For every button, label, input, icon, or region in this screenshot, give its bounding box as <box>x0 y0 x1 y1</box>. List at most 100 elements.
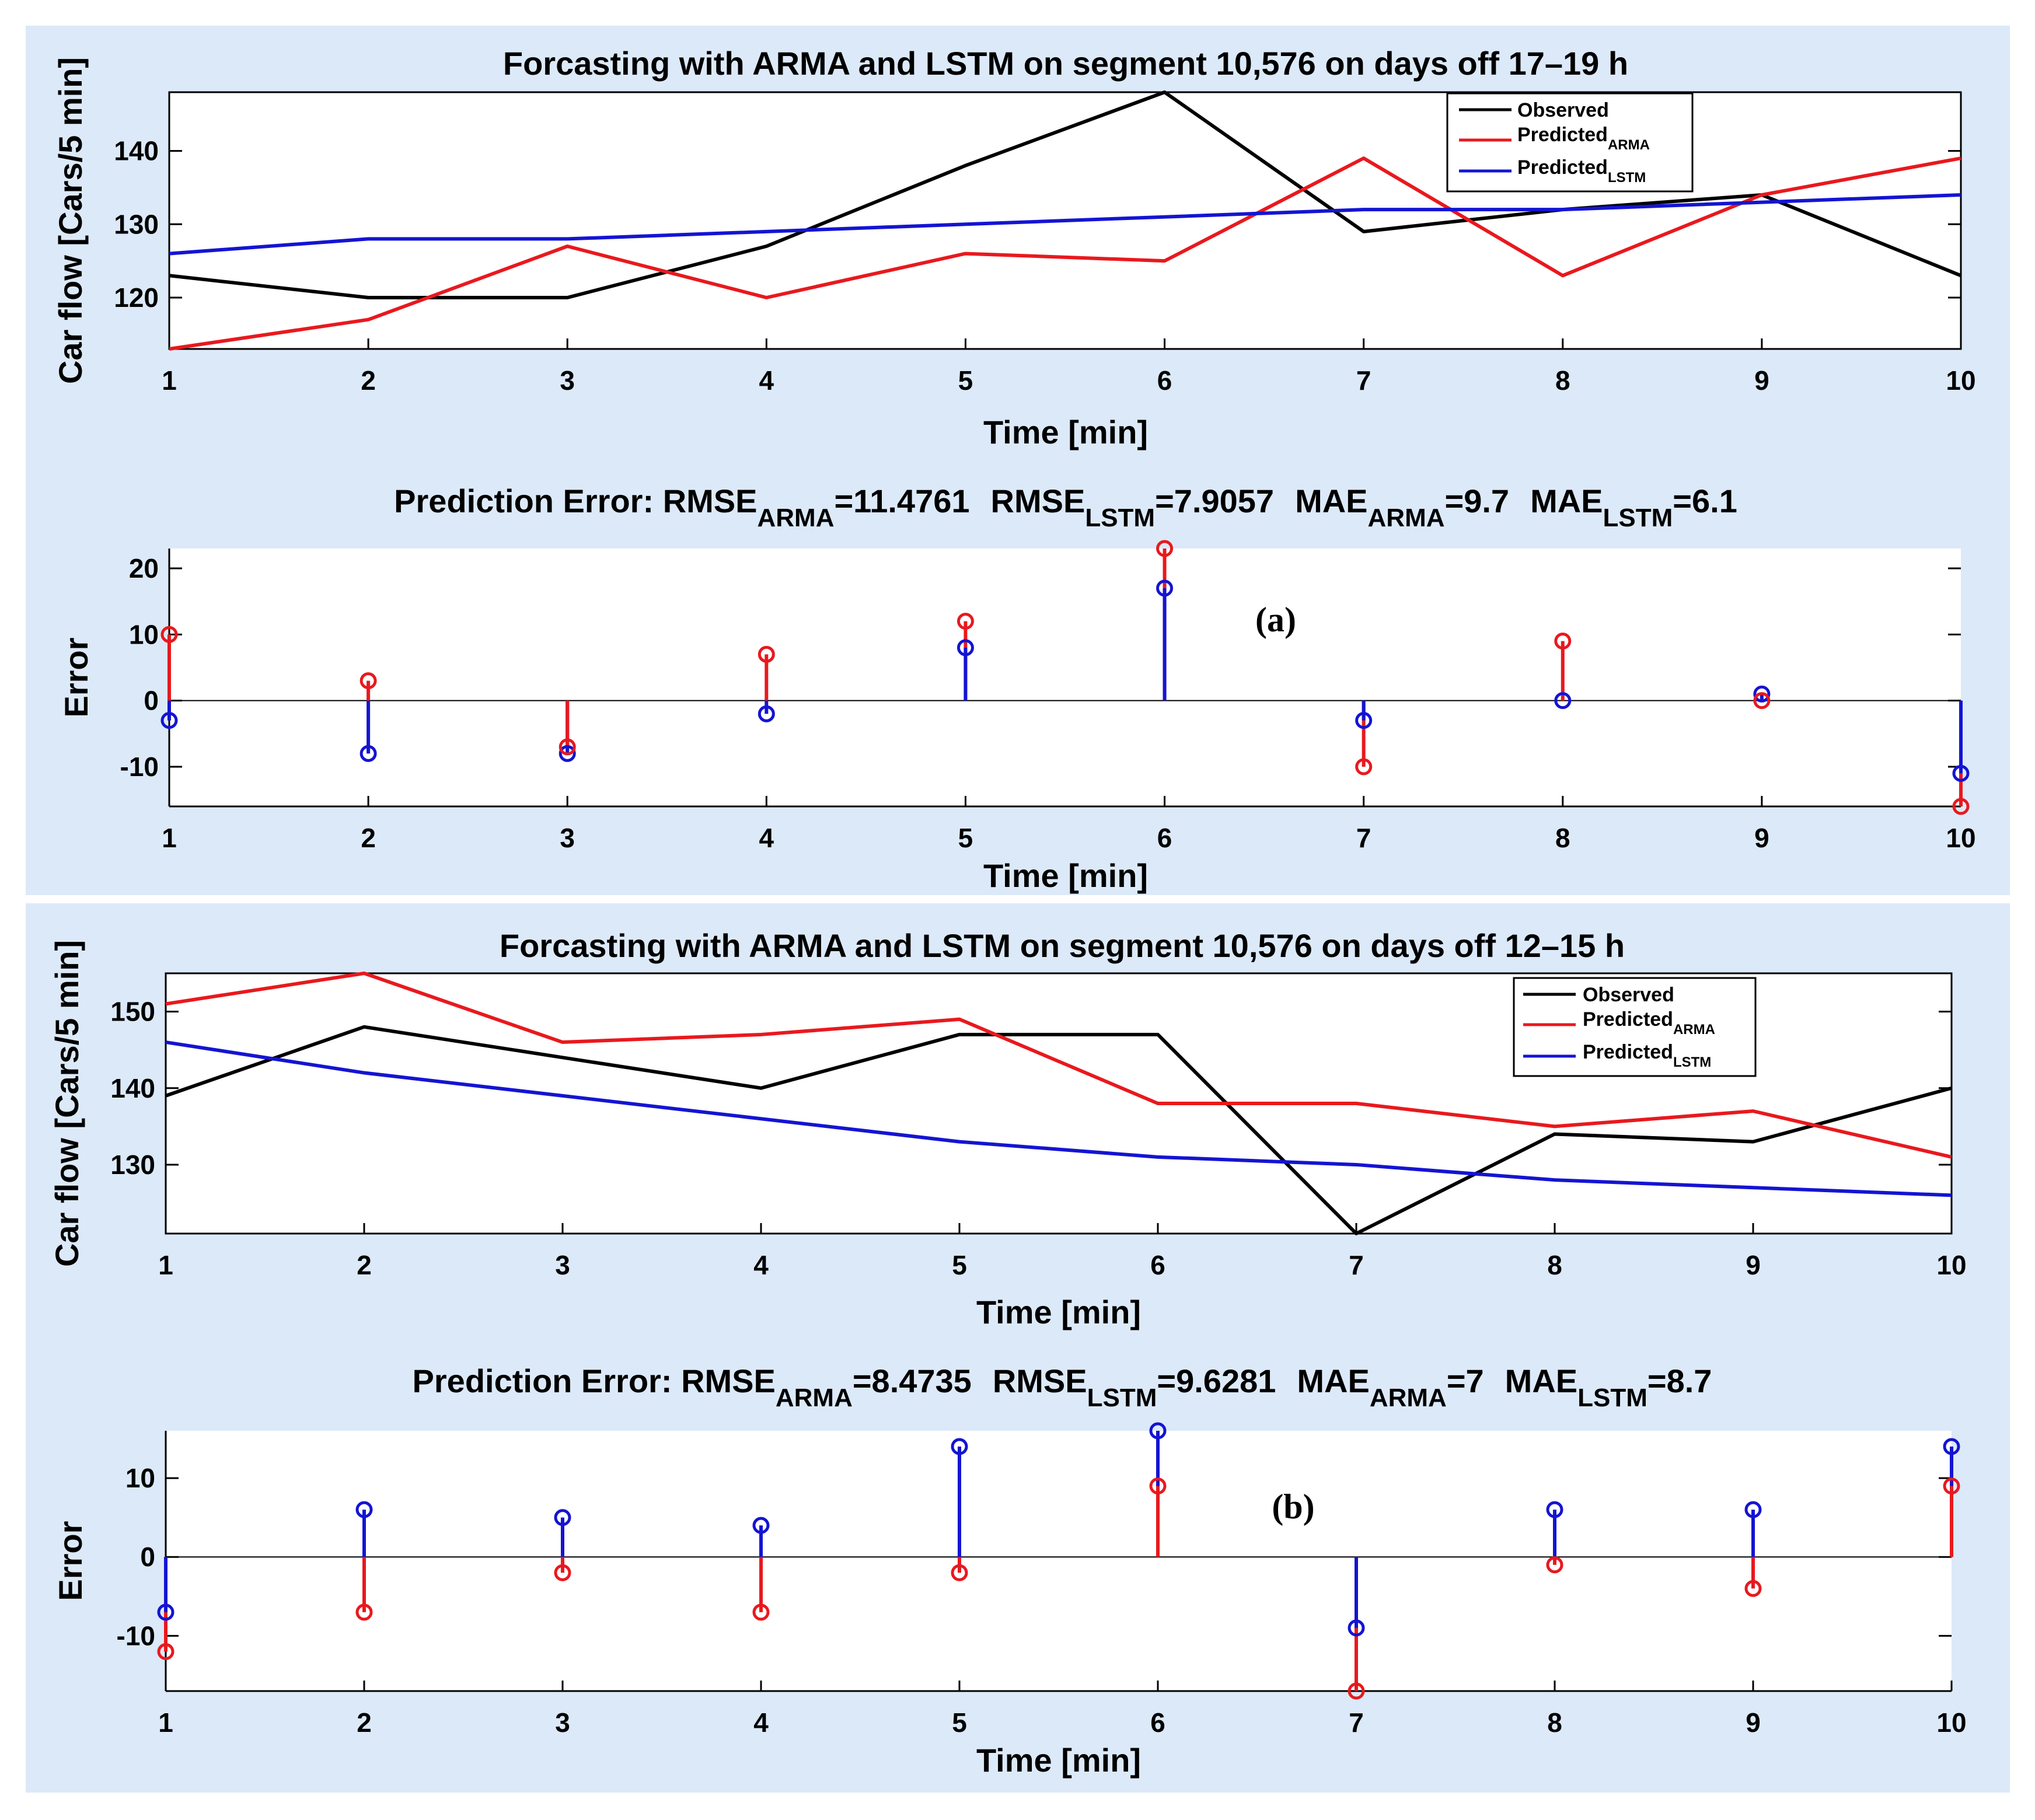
panel-b-line-ytick-label: 130 <box>110 1150 155 1180</box>
panel-b-error-marker-lstm-error <box>355 1501 373 1518</box>
panel-a-error-marker-lstm-error <box>758 705 775 722</box>
panel-a-error-marker-lstm-error <box>1753 685 1771 703</box>
panel-b-line-ytick-label: 140 <box>110 1073 155 1103</box>
panel-a-error-mae-lstm: MAE <box>1530 483 1603 519</box>
panel-b-error-ytick-label: 0 <box>140 1542 155 1572</box>
panel-a-error-mae-arma-sub: ARMA <box>1368 504 1445 532</box>
panel-a-error-marker-lstm-error <box>1355 712 1373 729</box>
panel-a-error-rmse-arma-val: =11.4761 <box>834 483 969 519</box>
panel-b-error-marker-lstm-error <box>1943 1438 1960 1455</box>
panel-a-line-series-predicted-lstm <box>169 193 1961 256</box>
panel-a-legend-arma: PredictedARMA <box>1517 124 1650 153</box>
panel-a-error-mae-arma-val: =9.7 <box>1445 483 1510 519</box>
panel-b-error-xtick-label: 7 <box>1349 1707 1364 1738</box>
panel-a-line-xtick-label: 1 <box>162 365 177 396</box>
panel-b-error-title: Prediction Error: RMSEARMA=8.4735 RMSELST… <box>413 1363 1712 1412</box>
panel-a-line-title: Forcasting with ARMA and LSTM on segment… <box>503 45 1628 82</box>
panel-b-error-marker-lstm-error <box>752 1517 770 1534</box>
panel-a-error-marker-arma-error <box>1554 633 1572 650</box>
panel-b-line-ylabel: Car flow [Cars/5 min] <box>48 940 85 1267</box>
panel-b-error-mae-lstm-val: =8.7 <box>1647 1363 1712 1399</box>
panel-a-line-xtick-label: 2 <box>361 365 376 396</box>
panel-a-error-marker-lstm-error <box>957 639 974 656</box>
panel-a-error-xtick-label: 6 <box>1157 823 1172 853</box>
panel-a-error-ytick-label: 20 <box>129 553 159 584</box>
panel-a-line-ytick-label: 130 <box>114 209 159 239</box>
panel-a-error-title: Prediction Error: RMSEARMA=11.4761 RMSELS… <box>394 483 1737 532</box>
panel-a-error-plot-area <box>169 549 1961 806</box>
panel-b-line-xtick-label: 7 <box>1349 1250 1364 1280</box>
panel-a-legend: Observed PredictedARMA PredictedLSTM <box>1446 92 1694 193</box>
panel-b-line-series <box>165 972 1952 1235</box>
panel-a-error-marker-arma-error <box>1952 798 1970 815</box>
panel-a-legend-arma-label: Predicted <box>1517 124 1608 146</box>
panel-a-line-xtick-label: 6 <box>1157 365 1172 396</box>
panel-b-error-marker-lstm-error <box>1149 1422 1167 1440</box>
panel-b-error-rmse-lstm: RMSE <box>993 1363 1087 1399</box>
panel-b-line-series-predicted-arma <box>165 972 1952 1159</box>
panel-a-error-ytick-label: -10 <box>120 752 159 782</box>
panel-a-error-stems <box>160 540 1970 815</box>
panel-b-error-xtick-label: 5 <box>952 1707 967 1738</box>
panel-b-error-marker-lstm-error <box>157 1604 174 1621</box>
panel-a-line-xtick-label: 4 <box>759 365 774 396</box>
panel-a-error-title-prefix: Prediction Error: <box>394 483 663 519</box>
panel-b-line-chart: Forcasting with ARMA and LSTM on segment… <box>48 927 1967 1330</box>
panel-b-error-marker-arma-error <box>951 1564 968 1581</box>
panel-a-error-marker-arma-error <box>957 613 974 630</box>
panel-b-error-marker-arma-error <box>554 1564 571 1581</box>
panel-a-line-ylabel: Car flow [Cars/5 min] <box>52 57 89 384</box>
panel-b-line-xtick-label: 10 <box>1936 1250 1966 1280</box>
panel-a-error-rmse-arma-sub: ARMA <box>757 504 834 532</box>
panel-b-line-yticks: 130 140 150 <box>110 997 1952 1180</box>
panel-b-error-ylabel: Error <box>52 1521 89 1601</box>
panel-b-error-rmse-lstm-val: =9.6281 <box>1157 1363 1276 1399</box>
panel-a-legend-lstm-sub: LSTM <box>1608 170 1646 186</box>
panel-b-error-xticks: 1 2 3 4 5 6 7 8 9 10 <box>158 1681 1967 1738</box>
panel-b-legend-lstm: PredictedLSTM <box>1583 1041 1711 1070</box>
panel-a-error-xtick-label: 1 <box>162 823 177 853</box>
panel-a-error-marker-arma-error <box>1753 692 1771 710</box>
panel-a-line-chart: Forcasting with ARMA and LSTM on segment… <box>52 45 1976 450</box>
panel-b-error-mae-lstm-sub: LSTM <box>1577 1384 1647 1412</box>
panel-b-error-ytick-label: 10 <box>125 1463 155 1493</box>
panel-b-line-xtick-label: 5 <box>952 1250 967 1280</box>
panel-a-line-series-predicted-arma <box>169 156 1961 351</box>
panel-b-legend-arma-sub: ARMA <box>1673 1022 1715 1037</box>
panel-a-error-rmse-lstm-sub: LSTM <box>1085 504 1155 532</box>
panel-a-line-xlabel: Time [min] <box>983 414 1148 450</box>
panel-b-error-marker-arma-error <box>1744 1580 1762 1597</box>
panel-a-error-xtick-label: 7 <box>1356 823 1371 853</box>
panel-a-line-xtick-label: 5 <box>958 365 973 396</box>
panel-a-error-xtick-label: 3 <box>560 823 575 853</box>
panel-a-error-ylabel: Error <box>58 638 95 718</box>
panel-a-legend-lstm: PredictedLSTM <box>1517 156 1646 186</box>
panel-b-error-chart: Prediction Error: RMSEARMA=8.4735 RMSELST… <box>52 1363 1967 1779</box>
panel-a-line-xtick-label: 7 <box>1356 365 1371 396</box>
panel-b-line-xtick-label: 4 <box>753 1250 769 1280</box>
panel-b-error-marker-lstm-error <box>1348 1619 1365 1637</box>
panel-b-line-xticks: 1 2 3 4 5 6 7 8 9 10 <box>158 1223 1967 1280</box>
panel-a-error-rmse-arma: RMSE <box>663 483 758 519</box>
panel-b-legend-lstm-sub: LSTM <box>1673 1054 1711 1070</box>
panel-b-line-series-observed <box>165 1025 1952 1235</box>
panel-a-error-xlabel: Time [min] <box>983 857 1148 894</box>
panel-b-error-yticks: -10 0 10 <box>117 1463 1952 1651</box>
panel-a-label: (a) <box>1255 600 1296 639</box>
panel-a-line-xtick-label: 10 <box>1946 365 1975 396</box>
panel-b-error-ytick-label: -10 <box>117 1620 155 1651</box>
panel-b-error-rmse-lstm-sub: LSTM <box>1087 1384 1157 1412</box>
panel-a-error-xtick-label: 9 <box>1754 823 1769 853</box>
panel-a-error-marker-lstm-error <box>1952 764 1970 782</box>
panel-a-line-xticks: 1 2 3 4 5 6 7 8 9 10 <box>162 338 1976 396</box>
panel-a-error-xticks: 1 2 3 4 5 6 7 8 9 10 <box>162 796 1976 853</box>
panel-a-error-marker-arma-error <box>1156 540 1174 557</box>
panel-b-line-title: Forcasting with ARMA and LSTM on segment… <box>500 927 1625 964</box>
panel-a-legend-lstm-label: Predicted <box>1517 156 1608 179</box>
panel-a-error-marker-lstm-error <box>359 745 377 762</box>
panel-a-error-marker-lstm-error <box>160 712 178 729</box>
panel-b-error-xtick-label: 1 <box>158 1707 173 1738</box>
panel-a-error-xtick-label: 8 <box>1555 823 1570 853</box>
panel-b-error-xtick-label: 9 <box>1746 1707 1761 1738</box>
panel-a-error-marker-lstm-error <box>559 745 576 762</box>
